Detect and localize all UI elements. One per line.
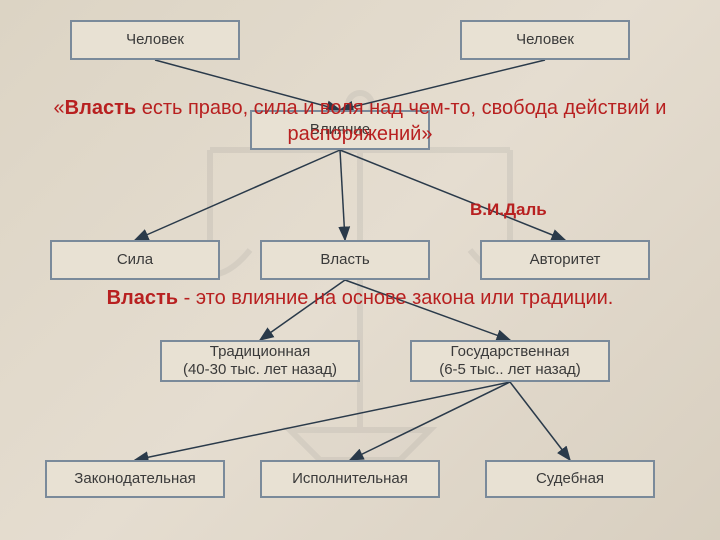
node-label: Сила bbox=[117, 251, 153, 269]
quote-definition-1: «Власть есть право, сила и воля над чем-… bbox=[40, 95, 680, 147]
quote-author: В.И.Даль bbox=[470, 200, 547, 220]
node-label: Государственная(6-5 тыс.. лет назад) bbox=[439, 343, 581, 379]
node-authority: Авторитет bbox=[480, 240, 650, 280]
quote-rest: есть право, сила и воля над чем-то, своб… bbox=[136, 97, 666, 145]
node-label: Власть bbox=[320, 251, 369, 269]
node-person-right: Человек bbox=[460, 20, 630, 60]
node-power: Власть bbox=[260, 240, 430, 280]
node-label: Исполнительная bbox=[292, 470, 408, 488]
quote-prefix: « bbox=[54, 97, 65, 119]
node-label: Человек bbox=[516, 31, 574, 49]
quote-rest: - это влияние на основе закона или тради… bbox=[178, 287, 613, 309]
node-executive: Исполнительная bbox=[260, 460, 440, 498]
quote-definition-2: Власть - это влияние на основе закона ил… bbox=[40, 285, 680, 311]
node-traditional: Традиционная(40-30 тыс. лет назад) bbox=[160, 340, 360, 382]
node-state: Государственная(6-5 тыс.. лет назад) bbox=[410, 340, 610, 382]
node-person-left: Человек bbox=[70, 20, 240, 60]
quote-bold: Власть bbox=[65, 97, 136, 119]
node-label: Судебная bbox=[536, 470, 604, 488]
node-strength: Сила bbox=[50, 240, 220, 280]
node-label: Человек bbox=[126, 31, 184, 49]
author-text: В.И.Даль bbox=[470, 200, 547, 219]
node-judicial: Судебная bbox=[485, 460, 655, 498]
node-label: Законодательная bbox=[74, 470, 195, 488]
node-label: Традиционная(40-30 тыс. лет назад) bbox=[183, 343, 337, 379]
quote-bold: Власть bbox=[107, 287, 178, 309]
node-label: Авторитет bbox=[530, 251, 601, 269]
node-legislative: Законодательная bbox=[45, 460, 225, 498]
